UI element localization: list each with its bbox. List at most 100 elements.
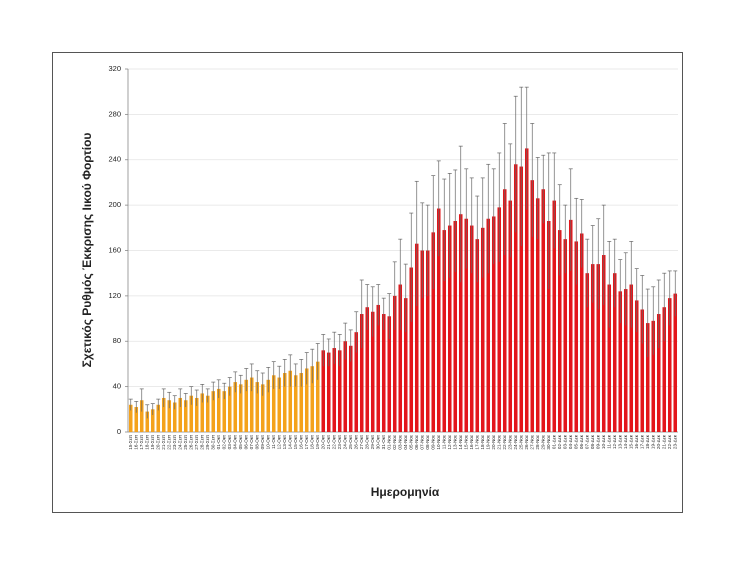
bar [183, 400, 188, 432]
y-tick-label: 280 [108, 109, 121, 118]
x-tick-label: 31-Οκτ [381, 435, 386, 450]
bar [321, 350, 326, 432]
bar [200, 393, 205, 432]
x-tick-label: 25-Οκτ [348, 435, 353, 450]
x-tick-label: 30-Οκτ [375, 435, 380, 450]
x-tick-label: 23-Οκτ [337, 435, 342, 450]
x-tick-label: 27-Νοε [529, 435, 534, 450]
bar [304, 368, 309, 432]
x-tick-label: 05-Νοε [408, 435, 413, 450]
bar [277, 377, 282, 432]
bar [139, 400, 144, 432]
bar [238, 384, 243, 432]
x-tick-label: 14-Οκτ [287, 435, 292, 450]
y-tick-label: 200 [108, 200, 121, 209]
bar [403, 298, 408, 432]
bar [365, 307, 370, 432]
x-tick-label: 09-Νοε [430, 435, 435, 450]
bar [354, 332, 359, 432]
y-tick-label: 80 [113, 336, 121, 345]
bar [172, 402, 177, 432]
bar [376, 304, 381, 432]
x-tick-label: 22-Δεκ [667, 434, 672, 449]
y-tick-label: 320 [108, 64, 121, 73]
bar [128, 404, 133, 432]
bar [227, 386, 232, 432]
x-tick-label: 30-Σεπ [210, 435, 215, 450]
x-tick-label: 29-Οκτ [370, 435, 375, 450]
bar [645, 323, 650, 432]
bar [255, 382, 260, 432]
bar [288, 370, 293, 432]
x-tick-label: 03-Δεκ [562, 434, 567, 449]
bar [475, 239, 480, 432]
x-tick-label: 23-Νοε [507, 435, 512, 450]
bar [145, 411, 150, 432]
bar [607, 284, 612, 432]
bar [612, 273, 617, 432]
x-tick-label: 15-Σεπ [128, 435, 133, 450]
bar [574, 241, 579, 432]
x-tick-label: 05-Δεκ [573, 434, 578, 449]
x-tick-label: 08-Οκτ [254, 435, 259, 450]
bar [348, 345, 353, 432]
x-tick-label: 18-Οκτ [309, 435, 314, 450]
x-tick-label: 10-Οκτ [265, 435, 270, 450]
x-tick-label: 04-Οκτ [232, 435, 237, 450]
x-tick-label: 17-Δεκ [639, 434, 644, 449]
bar [431, 232, 436, 432]
bar [497, 207, 502, 432]
x-tick-label: 02-Δεκ [557, 434, 562, 449]
x-tick-label: 21-Δεκ [661, 434, 666, 449]
bar [134, 407, 139, 432]
bar [557, 230, 562, 432]
x-tick-label: 19-Σεπ [150, 435, 155, 450]
x-tick-label: 12-Δεκ [612, 434, 617, 449]
x-tick-label: 19-Νοε [485, 435, 490, 450]
bar [216, 388, 221, 432]
y-tick-label: 0 [117, 427, 121, 436]
bar [315, 361, 320, 432]
x-tick-label: 24-Νοε [513, 435, 518, 450]
bar [541, 189, 546, 432]
bar [310, 366, 315, 432]
bar [211, 391, 216, 432]
x-tick-label: 29-Νοε [540, 435, 545, 450]
bar [524, 148, 529, 432]
bar [359, 314, 364, 432]
x-tick-label: 26-Νοε [524, 435, 529, 450]
x-tick-label: 14-Νοε [458, 435, 463, 450]
bar [667, 298, 672, 432]
bar [480, 227, 485, 432]
bar [249, 377, 254, 432]
bar [673, 293, 678, 432]
bar [502, 189, 507, 432]
x-tick-label: 10-Δεκ [601, 434, 606, 449]
x-tick-label: 02-Νοε [392, 435, 397, 450]
x-tick-label: 13-Δεκ [617, 434, 622, 449]
x-tick-label: 15-Δεκ [628, 434, 633, 449]
x-tick-label: 05-Οκτ [238, 435, 243, 450]
x-tick-label: 22-Νοε [502, 435, 507, 450]
bar [167, 400, 172, 432]
x-tick-label: 28-Σεπ [199, 435, 204, 450]
x-tick-label: 26-Σεπ [188, 435, 193, 450]
bar [293, 375, 298, 432]
y-axis-label: Σχετικός Ρυθμός Έκκρισης Ιικού Φορτίου [80, 133, 94, 368]
x-tick-label: 04-Δεκ [568, 434, 573, 449]
bar [651, 320, 656, 432]
x-tick-label: 12-Νοε [447, 435, 452, 450]
bar [326, 352, 331, 432]
bar [194, 397, 199, 432]
bar [590, 264, 595, 432]
bar [579, 233, 584, 432]
bar [343, 341, 348, 432]
x-tick-label: 20-Οκτ [320, 435, 325, 450]
bar [464, 218, 469, 432]
bar [398, 284, 403, 432]
x-tick-label: 20-Δεκ [656, 434, 661, 449]
x-tick-label: 27-Οκτ [359, 435, 364, 450]
x-tick-label: 13-Νοε [452, 435, 457, 450]
bar [447, 225, 452, 432]
bar [491, 216, 496, 432]
